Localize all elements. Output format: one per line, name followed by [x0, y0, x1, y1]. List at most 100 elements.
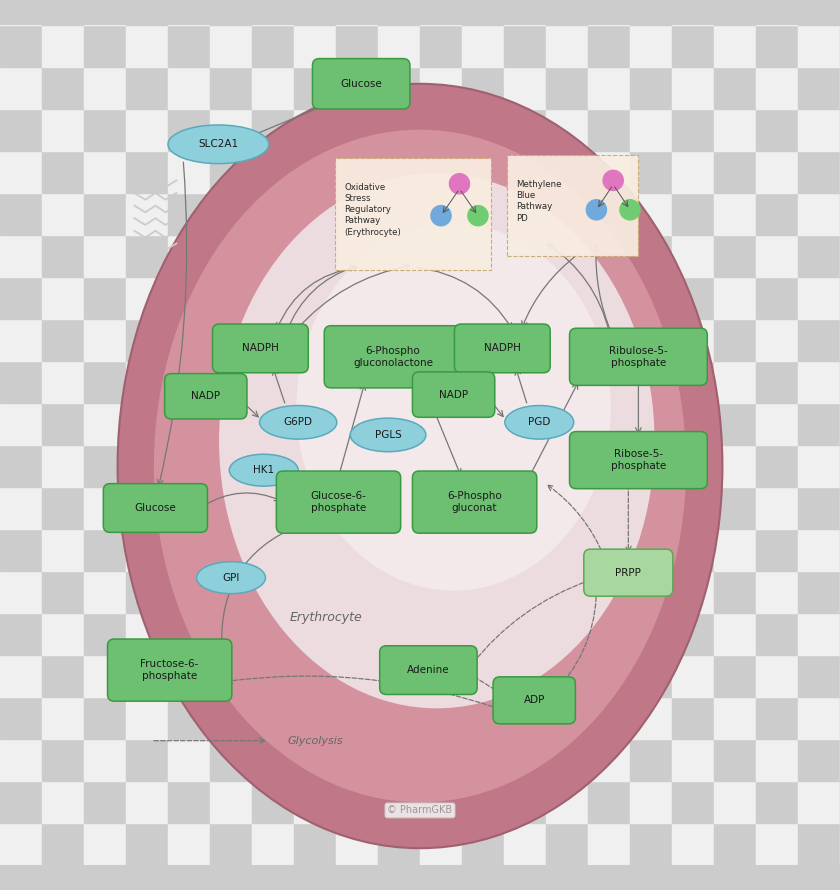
Text: Ribulose-5-
phosphate: Ribulose-5- phosphate: [609, 346, 668, 368]
Bar: [336, 25, 378, 67]
Bar: [84, 0, 126, 25]
Bar: [0, 529, 42, 571]
FancyBboxPatch shape: [335, 158, 491, 271]
Bar: [126, 109, 168, 151]
Bar: [630, 0, 672, 25]
Bar: [336, 655, 378, 697]
Bar: [714, 445, 756, 487]
Bar: [42, 151, 84, 193]
Bar: [462, 823, 504, 865]
Bar: [756, 655, 798, 697]
FancyBboxPatch shape: [570, 432, 707, 489]
Bar: [168, 571, 210, 613]
Bar: [336, 403, 378, 445]
Bar: [42, 403, 84, 445]
Bar: [84, 823, 126, 865]
Bar: [126, 235, 168, 277]
Bar: [210, 109, 252, 151]
Bar: [798, 403, 840, 445]
Bar: [798, 739, 840, 781]
Bar: [336, 235, 378, 277]
Bar: [42, 739, 84, 781]
Bar: [252, 739, 294, 781]
Bar: [672, 67, 714, 109]
Bar: [336, 193, 378, 235]
Bar: [630, 613, 672, 655]
Bar: [672, 487, 714, 529]
Bar: [588, 529, 630, 571]
Bar: [126, 403, 168, 445]
Bar: [378, 361, 420, 403]
Bar: [420, 739, 462, 781]
Bar: [252, 655, 294, 697]
Bar: [462, 67, 504, 109]
Bar: [756, 529, 798, 571]
Text: NADPH: NADPH: [242, 344, 279, 353]
Bar: [252, 613, 294, 655]
Bar: [504, 781, 546, 823]
Bar: [462, 235, 504, 277]
Ellipse shape: [260, 406, 337, 439]
Text: Glucose-6-
phosphate: Glucose-6- phosphate: [311, 491, 366, 513]
Bar: [588, 109, 630, 151]
Bar: [588, 613, 630, 655]
Bar: [252, 25, 294, 67]
Bar: [126, 277, 168, 319]
Bar: [672, 781, 714, 823]
Bar: [84, 151, 126, 193]
Bar: [672, 823, 714, 865]
Bar: [504, 151, 546, 193]
Bar: [462, 319, 504, 361]
Bar: [672, 235, 714, 277]
Bar: [630, 823, 672, 865]
Bar: [504, 193, 546, 235]
Bar: [630, 277, 672, 319]
Bar: [504, 445, 546, 487]
Bar: [42, 319, 84, 361]
Bar: [630, 361, 672, 403]
Bar: [756, 739, 798, 781]
Bar: [504, 25, 546, 67]
Bar: [378, 193, 420, 235]
Bar: [630, 655, 672, 697]
Bar: [798, 823, 840, 865]
Bar: [630, 67, 672, 109]
Bar: [336, 361, 378, 403]
Bar: [714, 823, 756, 865]
FancyBboxPatch shape: [454, 324, 550, 373]
Bar: [714, 235, 756, 277]
Text: NADPH: NADPH: [484, 344, 521, 353]
Bar: [0, 697, 42, 739]
Bar: [504, 571, 546, 613]
Bar: [714, 739, 756, 781]
Bar: [252, 235, 294, 277]
Bar: [420, 655, 462, 697]
Bar: [462, 487, 504, 529]
Circle shape: [586, 199, 606, 220]
Bar: [588, 655, 630, 697]
Bar: [252, 67, 294, 109]
Bar: [756, 571, 798, 613]
FancyBboxPatch shape: [380, 646, 477, 694]
Bar: [168, 697, 210, 739]
Bar: [252, 151, 294, 193]
Bar: [210, 529, 252, 571]
Bar: [504, 697, 546, 739]
Bar: [378, 0, 420, 25]
Bar: [336, 823, 378, 865]
Bar: [378, 67, 420, 109]
Bar: [672, 571, 714, 613]
Bar: [84, 109, 126, 151]
Bar: [420, 361, 462, 403]
Ellipse shape: [505, 406, 574, 439]
Bar: [378, 109, 420, 151]
FancyBboxPatch shape: [507, 155, 638, 256]
Bar: [84, 697, 126, 739]
Bar: [798, 655, 840, 697]
Bar: [378, 613, 420, 655]
Bar: [630, 151, 672, 193]
Bar: [588, 193, 630, 235]
Bar: [714, 67, 756, 109]
Bar: [588, 361, 630, 403]
Bar: [0, 25, 42, 67]
